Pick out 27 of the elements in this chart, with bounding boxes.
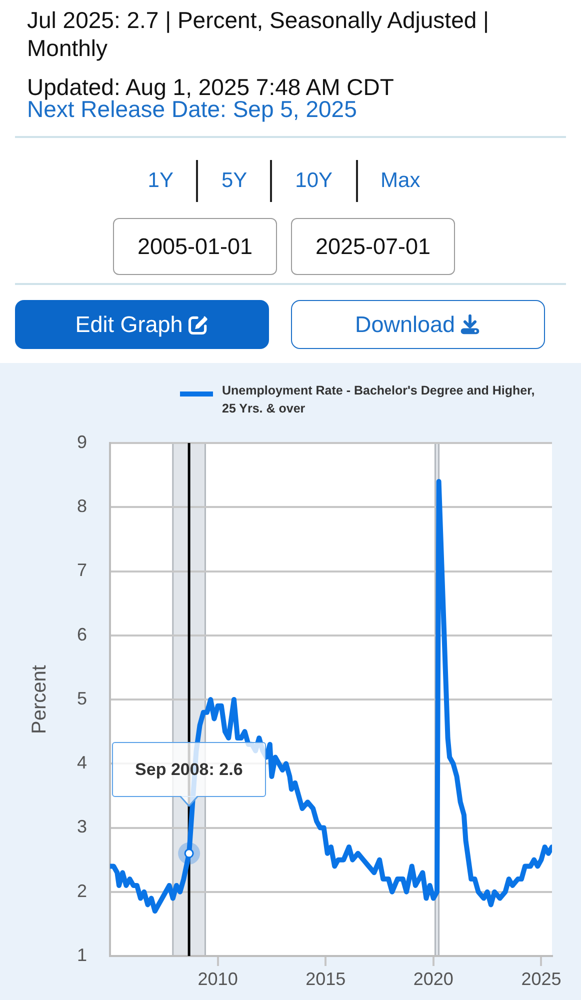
x-tick-label: 2025: [521, 968, 562, 989]
text: 10Y: [294, 168, 334, 194]
date-field: 2025-07-01: [291, 218, 455, 275]
y-tick-label: 1: [76, 944, 87, 965]
chart-subtitle: Updated: Aug 1, 2025 7:48 AM CDT: [27, 74, 394, 100]
y-tick-label: 8: [76, 496, 87, 516]
x-tick-label: 2020: [413, 968, 454, 989]
y-tick-label: 7: [76, 560, 87, 580]
y-axis-title: Percent: [28, 664, 51, 734]
y-tick-label: 5: [76, 688, 87, 708]
x-tick-label: 2015: [306, 968, 346, 989]
text: Edit Graph: [75, 312, 183, 338]
annotation: Sep 2008: 2.6: [135, 760, 243, 780]
text: 5Y: [220, 168, 248, 194]
y-tick-label: 6: [76, 624, 87, 644]
y-tick-label: 9: [76, 432, 87, 452]
x-tick-label: 2010: [198, 968, 238, 989]
tooltip: Sep 2008: 2.6: [112, 742, 266, 806]
text: Download: [354, 312, 456, 338]
y-tick-label: 2: [76, 880, 87, 901]
legend-label: Unemployment Rate - Bachelor's Degree and Higher, 25 Yrs. & over: [222, 383, 535, 416]
text: Max: [380, 168, 422, 194]
y-tick-label: 3: [76, 816, 87, 837]
text: 1Y: [146, 168, 174, 194]
y-tick-label: 4: [76, 752, 87, 773]
date-field: 2005-01-01: [113, 218, 277, 275]
chart-title: Jul 2025: 2.7 | Percent, Seasonally Adjusted | Monthly: [27, 6, 490, 62]
